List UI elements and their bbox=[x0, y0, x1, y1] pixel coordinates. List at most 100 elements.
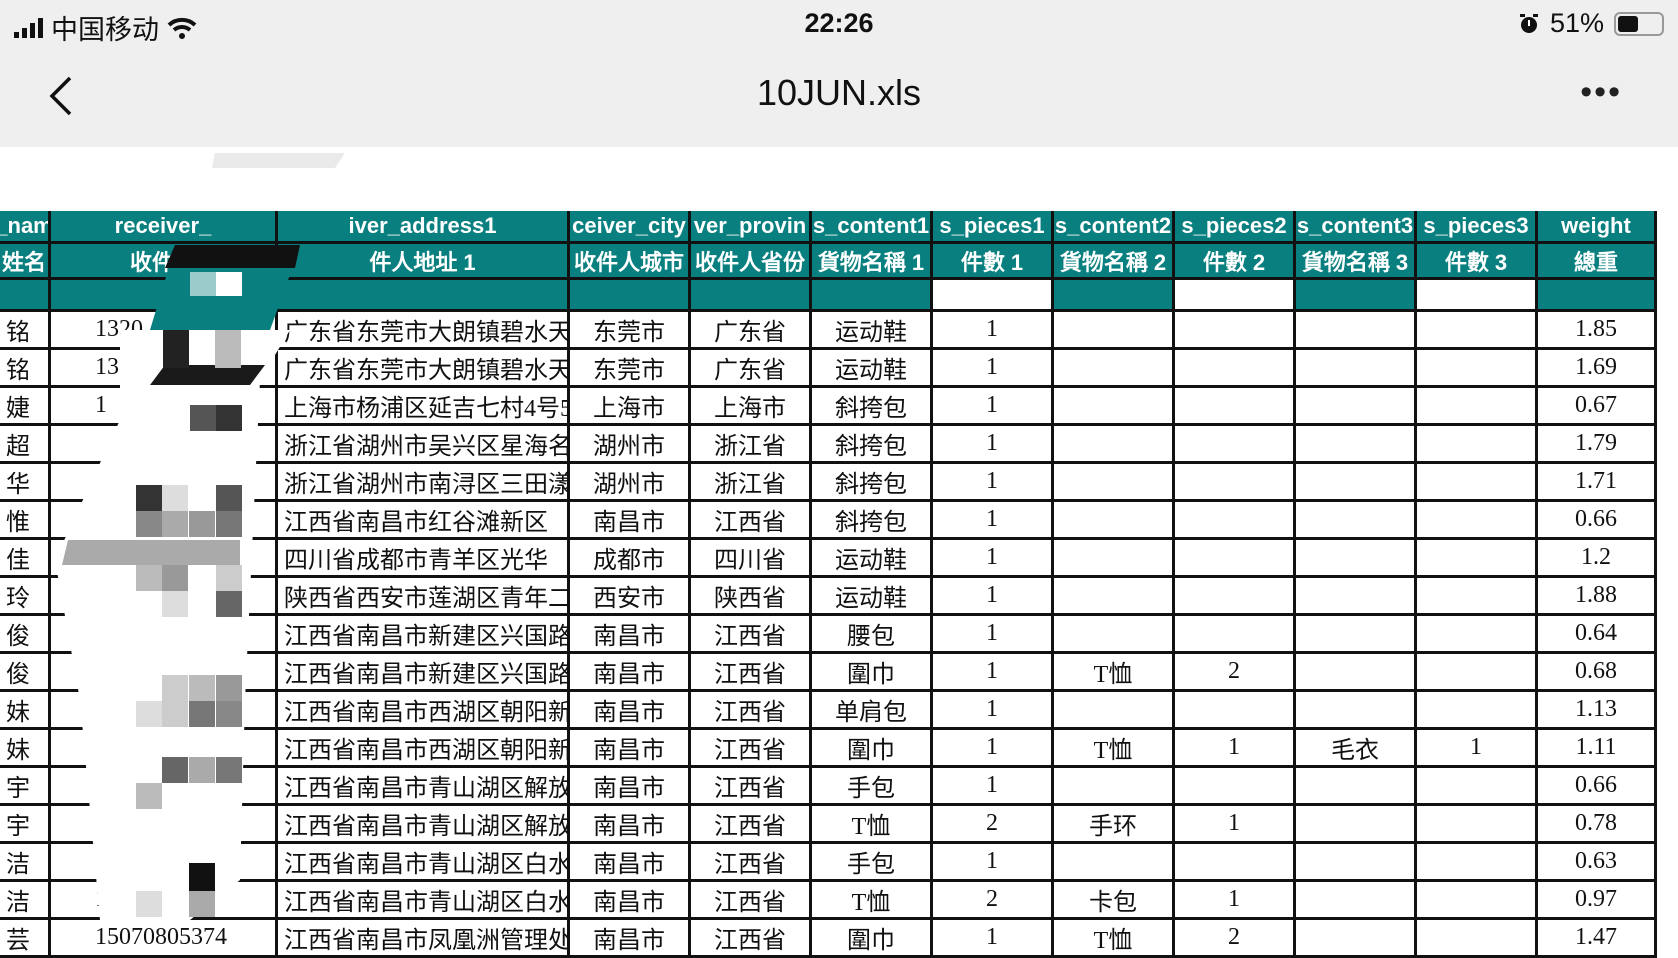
cell-name[interactable]: 超 bbox=[0, 426, 51, 464]
cell-phone[interactable] bbox=[51, 578, 278, 616]
cell-address[interactable]: 江西省南昌市青山湖区解放东路新荣巷幸福家园 bbox=[278, 768, 570, 806]
cell-name[interactable]: 俊 bbox=[0, 616, 51, 654]
cell-pieces2[interactable] bbox=[1175, 502, 1296, 540]
cell-content3[interactable] bbox=[1296, 502, 1417, 540]
cell-content3[interactable] bbox=[1296, 540, 1417, 578]
cell-content3[interactable]: 毛衣 bbox=[1296, 730, 1417, 768]
cell-name[interactable]: 洁 bbox=[0, 844, 51, 882]
header-pieces1[interactable]: s_pieces1 bbox=[933, 211, 1054, 244]
header-cn-province[interactable]: 收件人省份 bbox=[691, 244, 812, 280]
cell-content2[interactable] bbox=[1054, 502, 1175, 540]
cell-province[interactable]: 浙江省 bbox=[691, 426, 812, 464]
cell-phone[interactable] bbox=[51, 730, 278, 768]
cell-content2[interactable] bbox=[1054, 768, 1175, 806]
cell-province[interactable]: 江西省 bbox=[691, 692, 812, 730]
cell-address[interactable]: 江西省南昌市西湖区朝阳新 bbox=[278, 692, 570, 730]
cell-name[interactable]: 佳 bbox=[0, 540, 51, 578]
cell-phone[interactable]: 1 bbox=[51, 388, 278, 426]
cell-content1[interactable]: 斜挎包 bbox=[812, 502, 933, 540]
cell-phone[interactable] bbox=[51, 692, 278, 730]
cell-city[interactable]: 南昌市 bbox=[570, 692, 691, 730]
cell-weight[interactable]: 0.66 bbox=[1538, 768, 1657, 806]
cell-pieces3[interactable] bbox=[1417, 388, 1538, 426]
cell-pieces1[interactable]: 1 bbox=[933, 312, 1054, 350]
header-blank-pieces1[interactable] bbox=[933, 280, 1054, 312]
header-blank-pieces2[interactable] bbox=[1175, 280, 1296, 312]
cell-pieces3[interactable] bbox=[1417, 844, 1538, 882]
cell-pieces2[interactable] bbox=[1175, 388, 1296, 426]
cell-province[interactable]: 广东省 bbox=[691, 350, 812, 388]
cell-city[interactable]: 南昌市 bbox=[570, 730, 691, 768]
header-address[interactable]: iver_address1 bbox=[278, 211, 570, 244]
cell-name[interactable]: 俊 bbox=[0, 654, 51, 692]
header-cn-pieces3[interactable]: 件數 3 bbox=[1417, 244, 1538, 280]
header-cn-content1[interactable]: 貨物名稱 1 bbox=[812, 244, 933, 280]
cell-content3[interactable] bbox=[1296, 882, 1417, 920]
cell-content1[interactable]: 手包 bbox=[812, 844, 933, 882]
cell-province[interactable]: 四川省 bbox=[691, 540, 812, 578]
cell-pieces2[interactable]: 2 bbox=[1175, 654, 1296, 692]
cell-address[interactable]: 浙江省湖州市南浔区三田漾工业园区阳光大道 bbox=[278, 464, 570, 502]
cell-pieces3[interactable] bbox=[1417, 692, 1538, 730]
cell-phone[interactable] bbox=[51, 768, 278, 806]
cell-address[interactable]: 江西省南昌市新建区兴国路的菜鸟驿站 bbox=[278, 616, 570, 654]
header-blank-address[interactable] bbox=[278, 280, 570, 312]
cell-province[interactable]: 江西省 bbox=[691, 920, 812, 958]
cell-pieces1[interactable]: 1 bbox=[933, 426, 1054, 464]
header-blank-content3[interactable] bbox=[1296, 280, 1417, 312]
cell-content3[interactable] bbox=[1296, 768, 1417, 806]
cell-content1[interactable]: 单肩包 bbox=[812, 692, 933, 730]
cell-province[interactable]: 江西省 bbox=[691, 616, 812, 654]
cell-content1[interactable]: T恤 bbox=[812, 806, 933, 844]
cell-city[interactable]: 南昌市 bbox=[570, 768, 691, 806]
cell-pieces2[interactable] bbox=[1175, 312, 1296, 350]
cell-weight[interactable]: 0.68 bbox=[1538, 654, 1657, 692]
header-pieces2[interactable]: s_pieces2 bbox=[1175, 211, 1296, 244]
cell-pieces1[interactable]: 2 bbox=[933, 882, 1054, 920]
cell-province[interactable]: 江西省 bbox=[691, 502, 812, 540]
cell-address[interactable]: 广东省东莞市大朗镇碧水天源美丽佳 bbox=[278, 312, 570, 350]
cell-address[interactable]: 江西省南昌市红谷滩新区 bbox=[278, 502, 570, 540]
cell-phone[interactable] bbox=[51, 426, 278, 464]
cell-phone[interactable] bbox=[51, 540, 278, 578]
cell-pieces3[interactable] bbox=[1417, 882, 1538, 920]
header-cn-content3[interactable]: 貨物名稱 3 bbox=[1296, 244, 1417, 280]
cell-province[interactable]: 江西省 bbox=[691, 730, 812, 768]
cell-content2[interactable] bbox=[1054, 426, 1175, 464]
cell-content2[interactable] bbox=[1054, 540, 1175, 578]
cell-province[interactable]: 江西省 bbox=[691, 654, 812, 692]
cell-pieces3[interactable] bbox=[1417, 540, 1538, 578]
cell-content1[interactable]: 运动鞋 bbox=[812, 578, 933, 616]
cell-city[interactable]: 南昌市 bbox=[570, 920, 691, 958]
cell-phone[interactable] bbox=[51, 464, 278, 502]
cell-phone[interactable]: 15070805374 bbox=[51, 920, 278, 958]
cell-pieces2[interactable] bbox=[1175, 464, 1296, 502]
cell-phone[interactable]: 1 bbox=[51, 844, 278, 882]
cell-pieces1[interactable]: 1 bbox=[933, 350, 1054, 388]
cell-city[interactable]: 南昌市 bbox=[570, 844, 691, 882]
cell-content2[interactable] bbox=[1054, 312, 1175, 350]
cell-weight[interactable]: 0.78 bbox=[1538, 806, 1657, 844]
cell-pieces1[interactable]: 1 bbox=[933, 730, 1054, 768]
header-blank-name[interactable] bbox=[0, 280, 51, 312]
cell-pieces2[interactable] bbox=[1175, 350, 1296, 388]
cell-city[interactable]: 西安市 bbox=[570, 578, 691, 616]
cell-name[interactable]: 惟 bbox=[0, 502, 51, 540]
header-blank-content1[interactable] bbox=[812, 280, 933, 312]
cell-phone[interactable]: 132 bbox=[51, 350, 278, 388]
header-phone[interactable]: receiver_ bbox=[51, 211, 278, 244]
cell-pieces2[interactable]: 2 bbox=[1175, 920, 1296, 958]
cell-province[interactable]: 江西省 bbox=[691, 768, 812, 806]
cell-pieces3[interactable] bbox=[1417, 350, 1538, 388]
cell-city[interactable]: 南昌市 bbox=[570, 882, 691, 920]
cell-name[interactable]: 洁 bbox=[0, 882, 51, 920]
cell-pieces3[interactable] bbox=[1417, 806, 1538, 844]
cell-content1[interactable]: 斜挎包 bbox=[812, 388, 933, 426]
cell-weight[interactable]: 1.71 bbox=[1538, 464, 1657, 502]
cell-content2[interactable] bbox=[1054, 464, 1175, 502]
cell-pieces1[interactable]: 1 bbox=[933, 654, 1054, 692]
cell-province[interactable]: 江西省 bbox=[691, 844, 812, 882]
cell-phone[interactable] bbox=[51, 654, 278, 692]
cell-weight[interactable]: 0.97 bbox=[1538, 882, 1657, 920]
cell-content1[interactable]: 圍巾 bbox=[812, 654, 933, 692]
